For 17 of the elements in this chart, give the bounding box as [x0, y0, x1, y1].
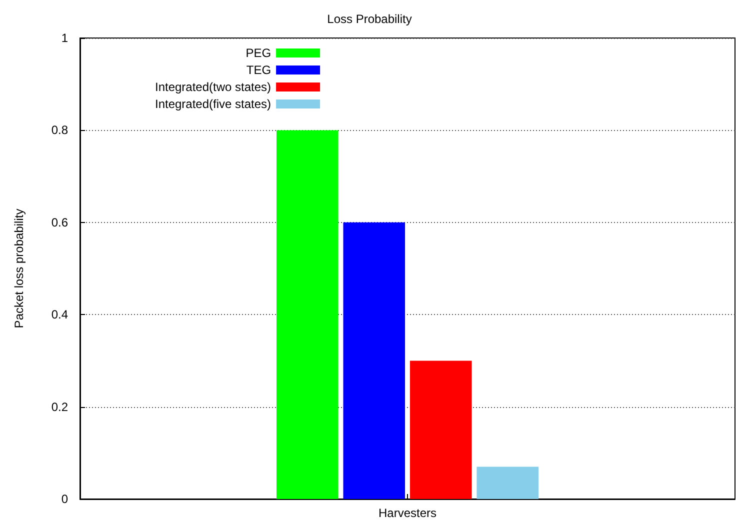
y-tick-label: 0.4 [51, 308, 68, 322]
y-tick-label: 0.2 [51, 400, 68, 414]
legend-label: PEG [246, 46, 272, 60]
legend-label: Integrated(five states) [154, 97, 272, 111]
y-tick-label: 0.8 [51, 123, 68, 138]
bar [476, 466, 538, 499]
chart-title: Loss Probability [327, 12, 412, 26]
y-tick-label: 1 [61, 31, 68, 45]
bar [410, 360, 472, 499]
y-tick-label: 0 [61, 492, 68, 506]
y-tick-label: 0.6 [51, 215, 68, 230]
bar [276, 130, 338, 499]
x-axis-title: Harvesters [378, 506, 437, 520]
legend-label: Integrated(two states) [154, 80, 272, 94]
y-axis-title: Packet loss probability [12, 208, 26, 328]
legend-label: TEG [246, 63, 272, 77]
bar [343, 222, 406, 499]
